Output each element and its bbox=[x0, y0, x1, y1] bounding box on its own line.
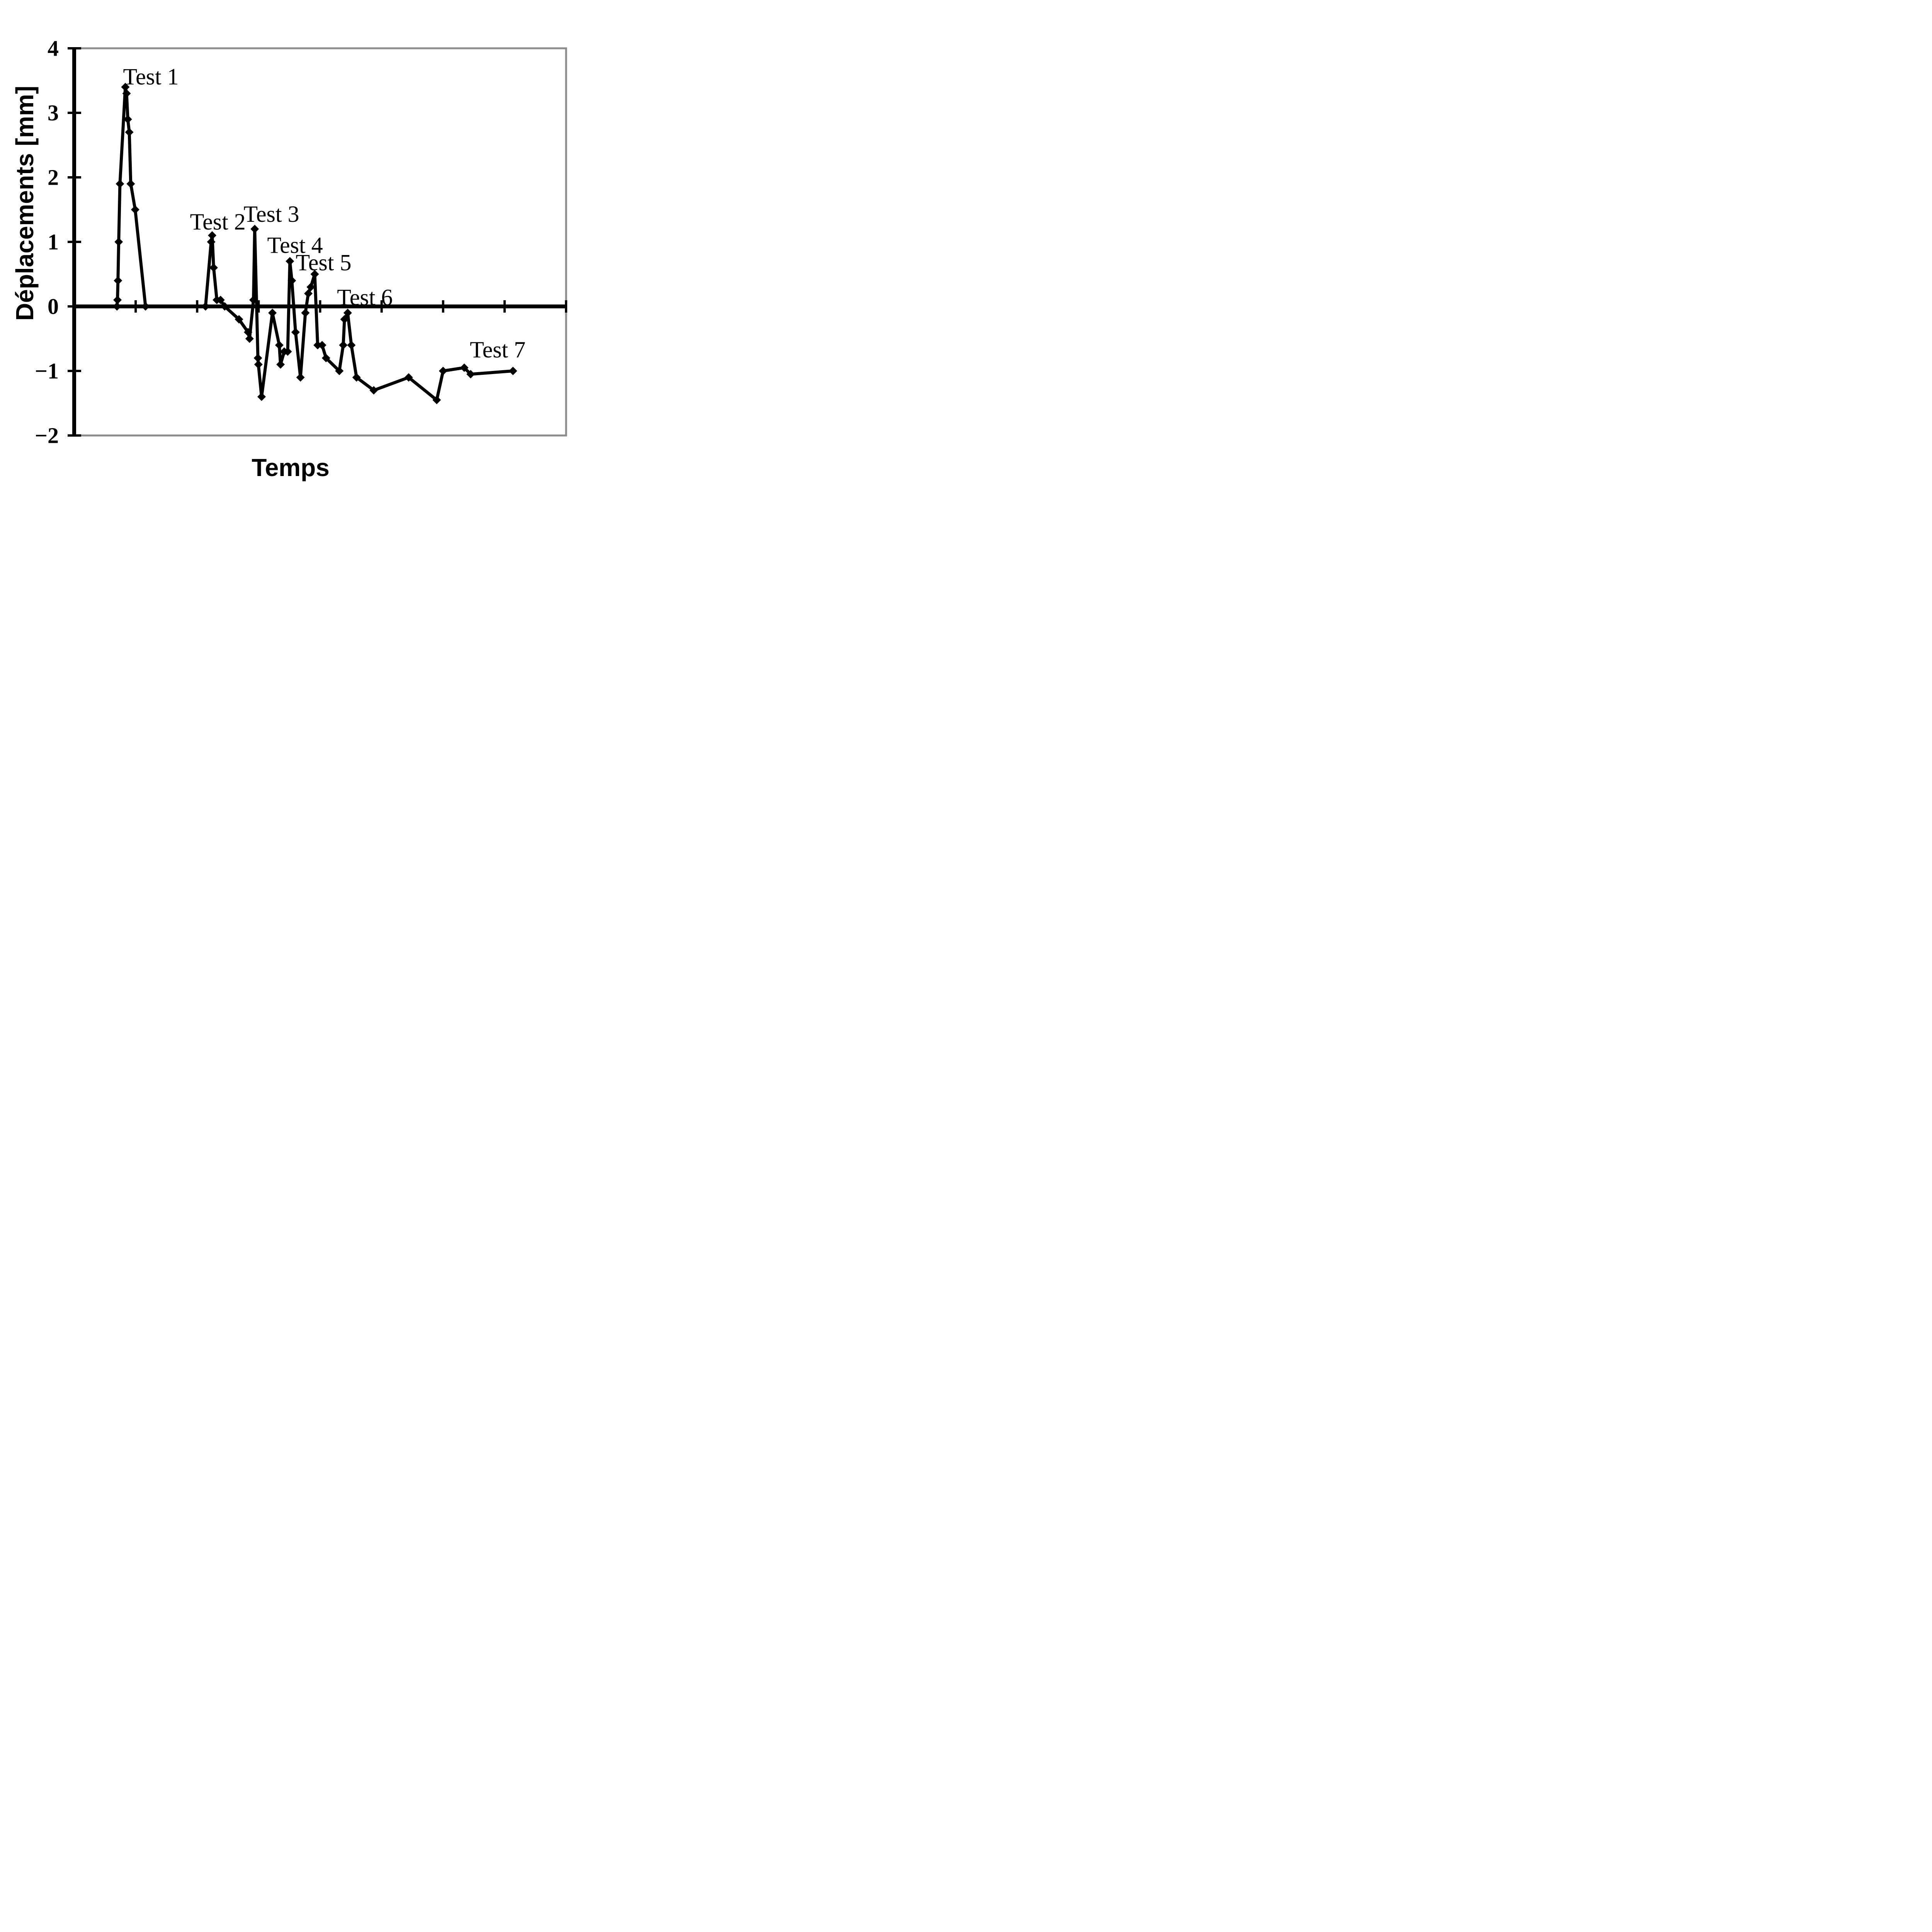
series-marker-54 bbox=[466, 370, 475, 379]
series-marker-31 bbox=[283, 347, 292, 356]
series-marker-23 bbox=[250, 224, 259, 233]
series-marker-44 bbox=[339, 341, 348, 350]
series-marker-53 bbox=[460, 363, 469, 372]
annotation-test-3: Test 3 bbox=[243, 201, 299, 227]
series-marker-26 bbox=[257, 392, 266, 401]
series-marker-11 bbox=[141, 302, 150, 311]
series-marker-15 bbox=[209, 263, 218, 272]
series-marker-34 bbox=[291, 328, 300, 337]
series-marker-25 bbox=[254, 360, 263, 369]
series-marker-4 bbox=[116, 179, 124, 188]
annotation-test-6: Test 6 bbox=[337, 285, 393, 310]
series-marker-47 bbox=[347, 341, 356, 350]
series-marker-27 bbox=[268, 308, 277, 317]
series-marker-5 bbox=[121, 83, 130, 92]
annotation-test-2: Test 2 bbox=[190, 209, 246, 235]
series-marker-1 bbox=[113, 296, 122, 304]
series-marker-28 bbox=[275, 341, 284, 350]
series-marker-10 bbox=[131, 205, 139, 214]
series-marker-22 bbox=[249, 296, 258, 304]
series-marker-40 bbox=[313, 341, 322, 350]
series-marker-21 bbox=[245, 334, 254, 343]
series-marker-0 bbox=[112, 302, 121, 311]
series-marker-38 bbox=[306, 282, 315, 291]
series-marker-50 bbox=[404, 373, 413, 382]
series-marker-17 bbox=[216, 296, 225, 304]
series-marker-24 bbox=[253, 354, 262, 362]
series-marker-20 bbox=[244, 328, 253, 337]
series-marker-13 bbox=[207, 238, 216, 246]
y-tick-label-4: 4 bbox=[48, 36, 59, 61]
series-marker-12 bbox=[201, 302, 210, 311]
series-marker-7 bbox=[123, 115, 132, 124]
series-marker-43 bbox=[335, 367, 344, 375]
x-axis-title: Temps bbox=[252, 454, 330, 481]
series-marker-48 bbox=[352, 373, 361, 382]
y-axis-title: Déplacements [mm] bbox=[11, 86, 39, 321]
y-tick-label-0: 0 bbox=[48, 294, 59, 319]
y-tick-label-3: 3 bbox=[48, 100, 59, 126]
y-tick-label-−1: −1 bbox=[35, 359, 59, 384]
series-marker-55 bbox=[509, 367, 517, 375]
series-marker-35 bbox=[296, 373, 305, 382]
series-marker-41 bbox=[318, 341, 327, 350]
series-marker-18 bbox=[220, 302, 229, 311]
y-tick-label-2: 2 bbox=[48, 165, 59, 190]
series-marker-32 bbox=[286, 257, 294, 266]
annotation-test-5: Test 5 bbox=[296, 250, 351, 275]
series-marker-45 bbox=[340, 315, 349, 324]
series-marker-37 bbox=[304, 289, 313, 298]
series-marker-39 bbox=[310, 270, 319, 279]
series-marker-51 bbox=[432, 396, 441, 405]
series-marker-14 bbox=[208, 231, 217, 240]
y-tick-label-1: 1 bbox=[48, 230, 59, 255]
series-marker-33 bbox=[287, 276, 296, 285]
series-marker-42 bbox=[321, 354, 330, 362]
series-marker-19 bbox=[235, 315, 243, 324]
series-marker-36 bbox=[301, 308, 310, 317]
series-marker-29 bbox=[276, 360, 285, 369]
series-marker-2 bbox=[114, 276, 122, 285]
series-marker-52 bbox=[439, 367, 447, 375]
displacement-time-chart: 4 3 2 1 0 −1 −2 Test 1 Test 2 Test 3 Test 4 Test 5 T… bbox=[0, 0, 594, 496]
series-marker-8 bbox=[125, 128, 134, 137]
y-tick-label-−2: −2 bbox=[35, 423, 59, 448]
series-marker-49 bbox=[369, 386, 378, 395]
series-marker-6 bbox=[122, 89, 131, 98]
annotation-test-7: Test 7 bbox=[470, 337, 526, 362]
annotation-test-4: Test 4 bbox=[267, 232, 323, 258]
annotation-test-1: Test 1 bbox=[123, 64, 179, 89]
series-marker-46 bbox=[343, 308, 352, 317]
series-marker-3 bbox=[114, 238, 123, 246]
series-marker-9 bbox=[126, 179, 135, 188]
